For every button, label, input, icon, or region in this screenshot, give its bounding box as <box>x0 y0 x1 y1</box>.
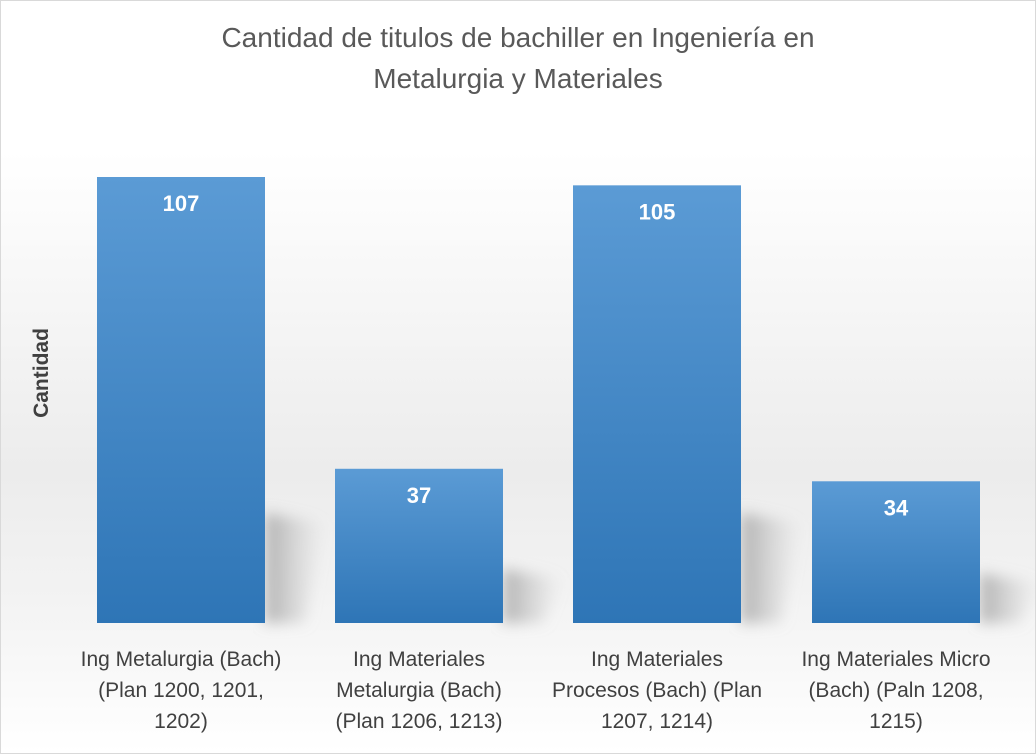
x-tick-label-line: Ing Materiales <box>591 648 723 671</box>
bar-shadows <box>265 513 1035 623</box>
bars <box>97 177 980 624</box>
x-tick-label-line: (Bach) (Paln 1208, <box>808 679 984 702</box>
bar-shadow <box>980 573 1035 623</box>
data-label: 34 <box>884 495 909 520</box>
data-label: 105 <box>639 199 676 224</box>
x-tick-label: Ing Metalurgia (Bach) (Plan 1200, 1201, 12… <box>61 644 301 737</box>
bar-shadow <box>265 513 325 623</box>
data-labels: 107 37 105 34 <box>163 191 909 520</box>
x-tick-label-line: 1207, 1214) <box>600 710 714 733</box>
x-tick-label-line: Ing Metalurgia (Bach) <box>80 648 282 671</box>
bar-shadow <box>741 513 801 623</box>
data-label: 107 <box>163 191 200 216</box>
x-tick-label-line: Metalurgia (Bach) <box>336 679 502 702</box>
bar <box>573 185 741 624</box>
x-tick-label: Ing Materiales Metalurgia (Bach) (Plan 120… <box>299 644 539 737</box>
x-tick-label: Ing Materiales Procesos (Bach) (Plan 1207,… <box>537 644 777 737</box>
bar <box>812 481 980 623</box>
x-tick-label-line: (Plan 1200, 1201, <box>98 679 264 702</box>
bar-shadow <box>503 569 563 623</box>
chart-title-line-1: Cantidad de titulos de bachiller en Inge… <box>221 22 815 53</box>
chart-title-line-2: Metalurgia y Materiales <box>373 63 663 94</box>
x-tick-label-line: 1215) <box>869 710 923 733</box>
x-tick-label-line: 1202) <box>154 710 208 733</box>
x-tick-label-line: Procesos (Bach) (Plan <box>551 679 763 702</box>
bar <box>335 468 503 623</box>
chart-title: Cantidad de titulos de bachiller en Inge… <box>1 17 1035 99</box>
x-tick-label: Ing Materiales Micro (Bach) (Paln 1208, 12… <box>776 644 1016 737</box>
x-tick-label-line: (Plan 1206, 1213) <box>335 710 503 733</box>
x-tick-label-line: Ing Materiales Micro <box>801 648 991 671</box>
x-tick-label-line: Ing Materiales <box>353 648 485 671</box>
data-label: 37 <box>407 483 431 508</box>
bar <box>97 177 265 623</box>
